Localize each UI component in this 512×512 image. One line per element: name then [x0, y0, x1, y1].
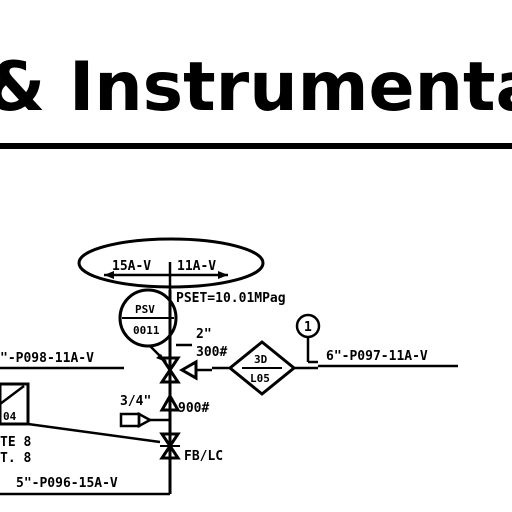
line-bottom-label: 5"-P096-15A-V	[16, 476, 118, 491]
size-label-15a: 15A-V	[112, 259, 151, 274]
blind-arrow	[137, 411, 153, 429]
arrow-head-right	[218, 271, 228, 279]
psv-instrument-bubble	[118, 288, 178, 348]
gate-valve-lower	[159, 443, 181, 460]
diamond-top: 3D	[254, 353, 268, 366]
line-left-label: "-P098-11A-V	[0, 351, 94, 366]
psv-tag: PSV	[135, 303, 155, 316]
psv-outlet	[178, 359, 198, 381]
reference-box-diagonal	[0, 385, 25, 405]
psv-valve-lower	[159, 367, 181, 384]
rating-300: 300#	[196, 345, 227, 360]
psv-number: 0011	[133, 324, 160, 337]
size-label-11a: 11A-V	[177, 259, 216, 274]
gate-valve-upper	[159, 432, 181, 449]
reference-box-number: 04	[3, 410, 17, 423]
psv-valve-upper	[159, 356, 181, 373]
fb-lc-label: FB/LC	[184, 449, 223, 464]
sloped-line	[27, 422, 161, 444]
reference-box	[0, 382, 30, 426]
line-right-label: 6"-P097-11A-V	[326, 349, 428, 364]
page-title: & Instrumentation	[0, 48, 512, 127]
diamond-bottom: L05	[250, 372, 270, 385]
arrow-head-left	[104, 271, 114, 279]
pset-label: PSET=10.01MPag	[176, 291, 286, 306]
size-2in: 2"	[196, 327, 212, 342]
note-t: T. 8	[0, 451, 31, 466]
note-te: TE 8	[0, 435, 31, 450]
rating-900: 900#	[178, 401, 209, 416]
reducer-lower	[159, 392, 181, 412]
blind-flange	[119, 412, 141, 428]
size-34: 3/4"	[120, 394, 151, 409]
instrument-1-number: 1	[304, 320, 312, 335]
